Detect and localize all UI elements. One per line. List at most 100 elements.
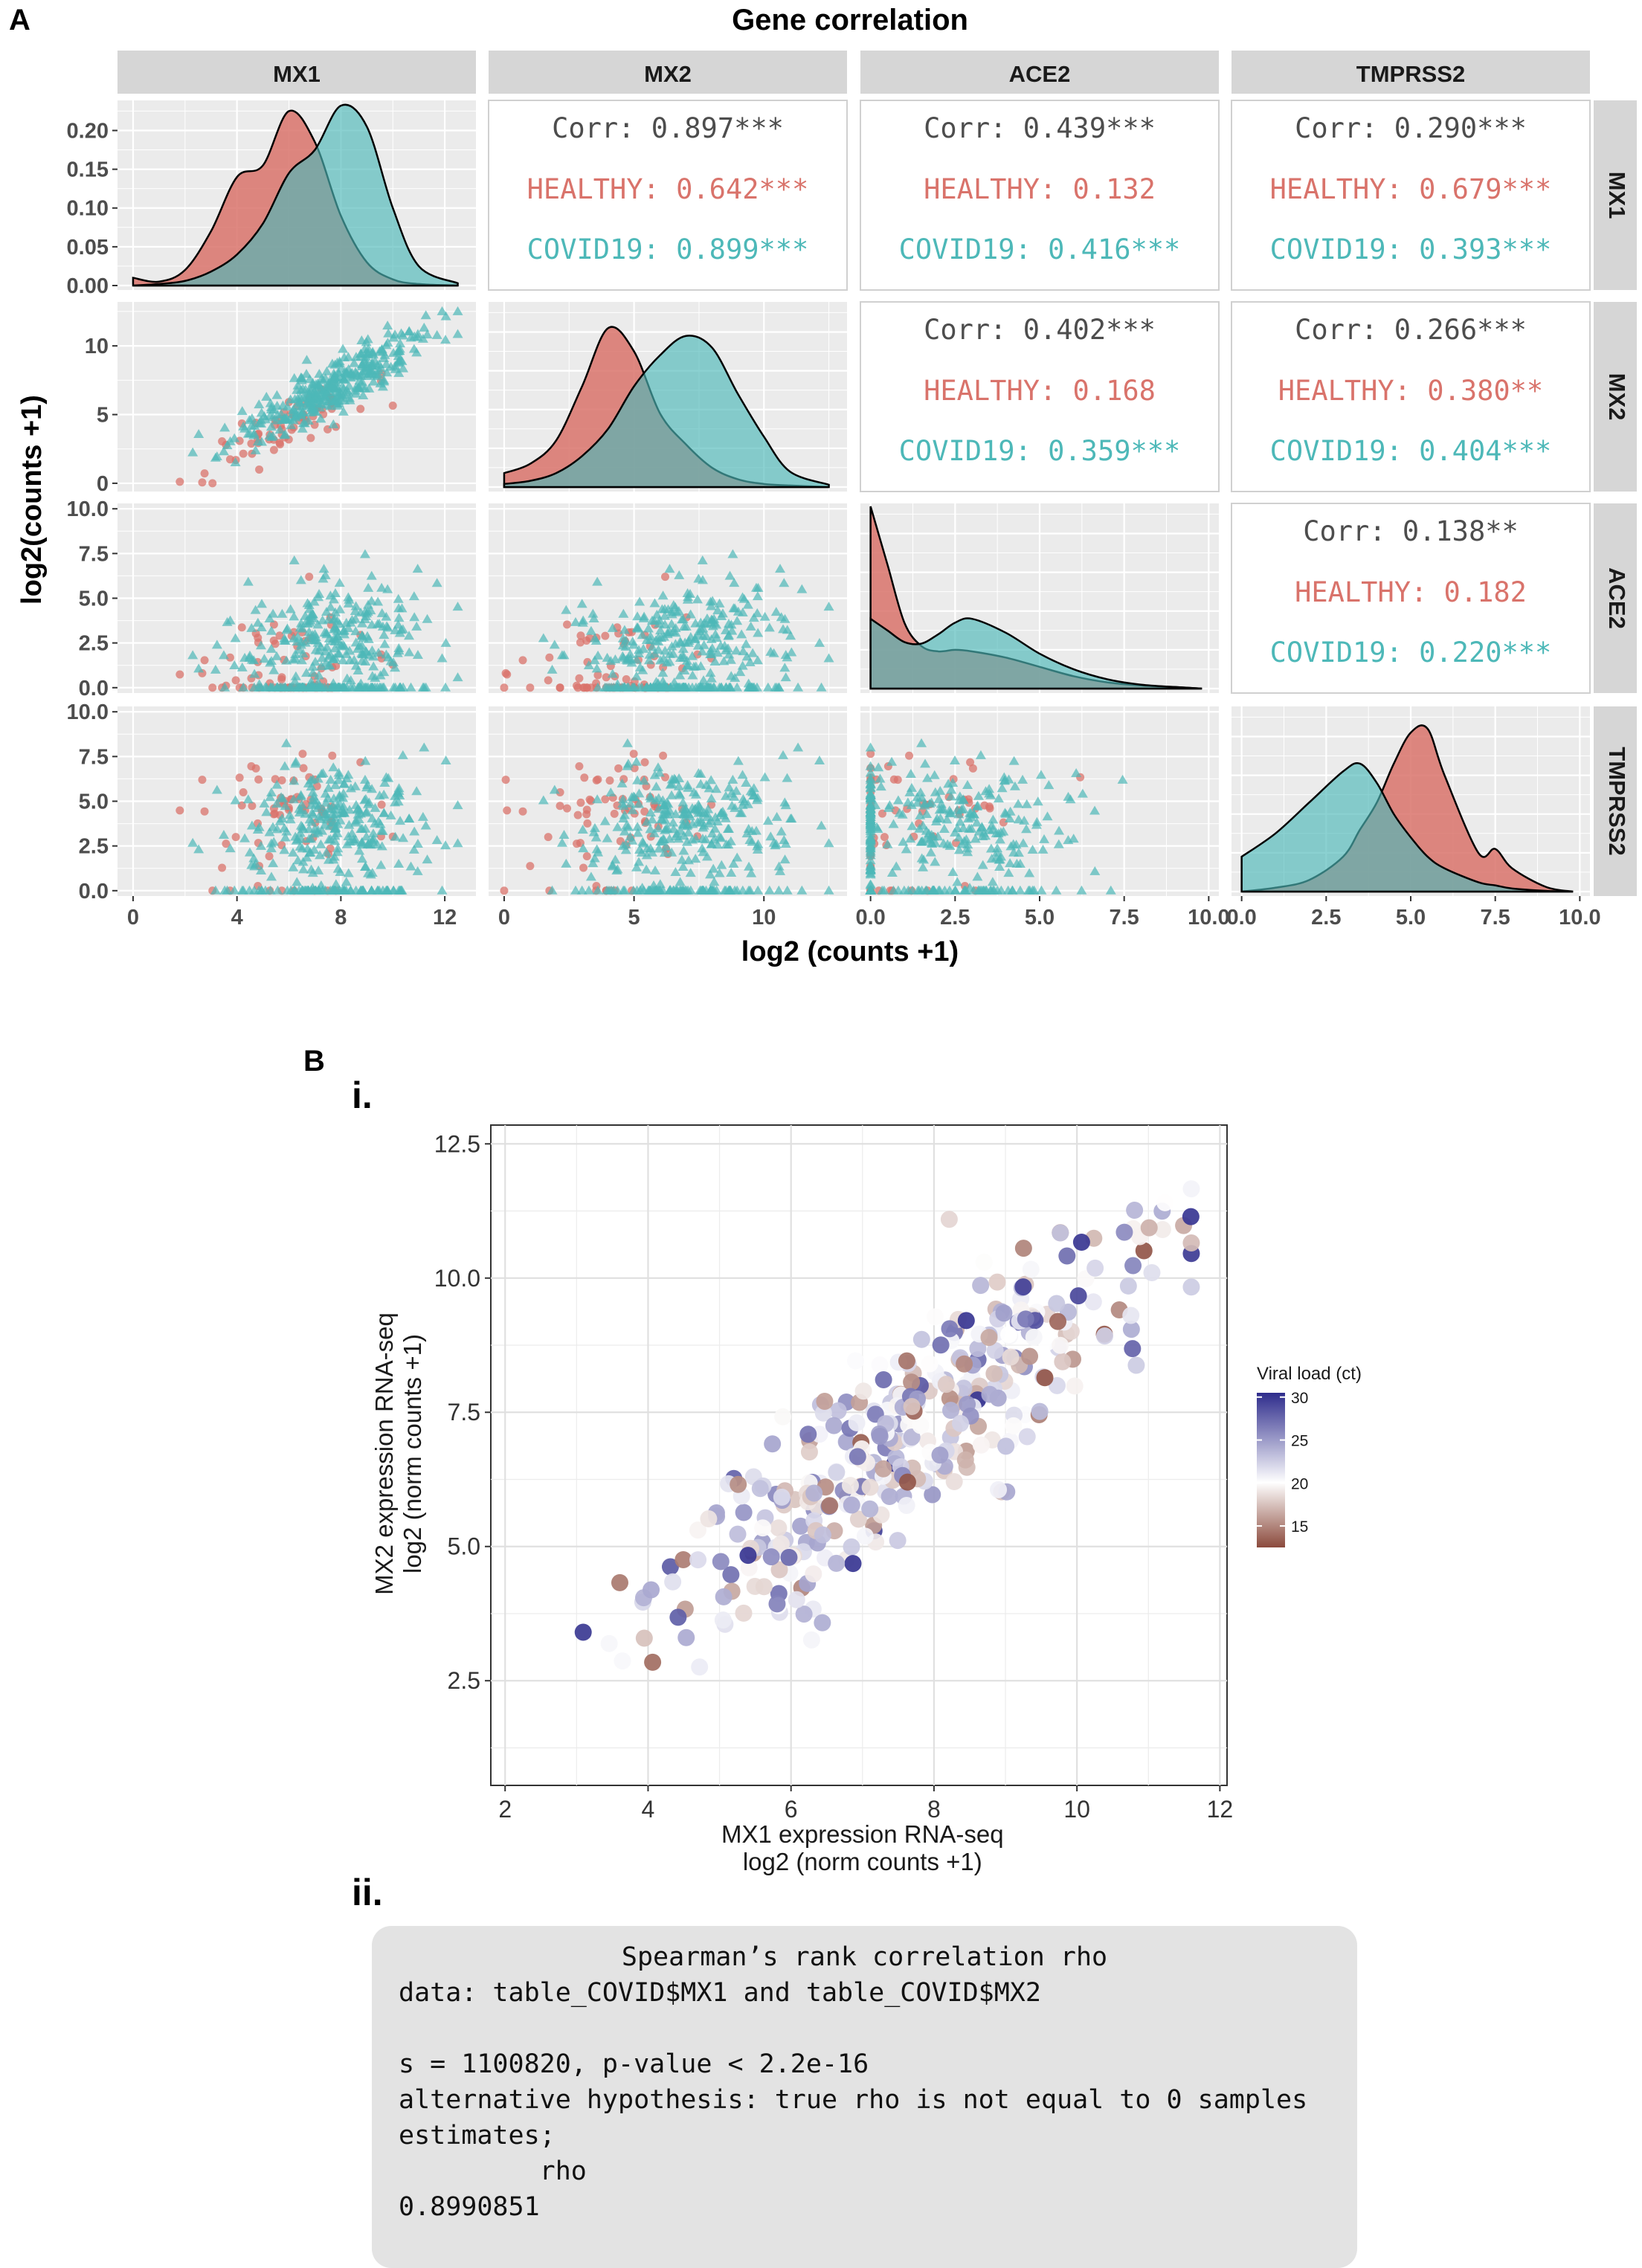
point-covid19 <box>729 578 740 587</box>
scatter-point <box>1025 1328 1043 1346</box>
point-covid19 <box>592 682 603 692</box>
scatter-point <box>1031 1402 1049 1420</box>
point-covid19 <box>324 660 335 670</box>
point-covid19 <box>350 626 361 636</box>
point-covid19 <box>674 570 685 579</box>
point-covid19 <box>359 383 370 393</box>
point-covid19 <box>193 428 205 438</box>
scatter-point <box>664 1573 682 1591</box>
scatter-point <box>988 1273 1006 1291</box>
scatter-point <box>805 1484 823 1502</box>
point-covid19 <box>647 642 658 651</box>
scatter-point <box>735 1604 753 1622</box>
point-covid19 <box>242 576 254 586</box>
point-covid19 <box>307 377 318 387</box>
scatter-point <box>957 1312 975 1330</box>
point-healthy <box>254 634 263 642</box>
point-covid19 <box>393 613 405 622</box>
point-covid19 <box>225 615 236 625</box>
scatter-point <box>843 1496 860 1514</box>
scatter-point <box>926 1308 944 1326</box>
point-covid19 <box>764 622 775 632</box>
point-covid19 <box>277 608 288 618</box>
point-healthy <box>544 676 553 685</box>
point-covid19 <box>404 631 415 640</box>
point-covid19 <box>338 383 350 393</box>
y-tick-label: 7.5 <box>448 1399 480 1425</box>
point-covid19 <box>747 648 759 657</box>
point-covid19 <box>321 366 332 376</box>
density-covid19 <box>1240 762 1574 893</box>
point-healthy <box>176 477 184 486</box>
point-covid19 <box>349 654 360 664</box>
point-covid19 <box>344 393 355 402</box>
point-covid19 <box>266 625 277 635</box>
point-covid19 <box>289 404 300 413</box>
scatter-point <box>875 1371 892 1389</box>
point-covid19 <box>265 398 276 407</box>
point-healthy <box>622 675 631 684</box>
point-covid19 <box>381 367 393 377</box>
scatter-point <box>985 1365 1003 1382</box>
x-axis-label-line2: log2 (norm counts +1) <box>743 1848 982 1875</box>
point-covid19 <box>717 608 728 618</box>
point-covid19 <box>679 666 690 675</box>
point-covid19 <box>312 387 323 397</box>
scatter-point <box>600 1634 618 1652</box>
point-covid19 <box>289 373 300 382</box>
point-covid19 <box>367 645 378 655</box>
scatter-point <box>635 1629 653 1647</box>
point-covid19 <box>685 609 696 619</box>
point-covid19 <box>395 338 406 348</box>
scatter-point <box>1182 1208 1200 1225</box>
scatter-point <box>999 1326 1017 1344</box>
point-covid19 <box>393 642 405 652</box>
scatter-point <box>921 1355 938 1373</box>
point-covid19 <box>301 369 312 378</box>
point-covid19 <box>301 616 312 625</box>
point-covid19 <box>359 614 370 624</box>
point-healthy <box>582 636 591 645</box>
scatter-point <box>712 1553 730 1570</box>
point-covid19 <box>363 344 374 353</box>
scatter-point <box>1014 1278 1032 1296</box>
point-covid19 <box>332 367 344 377</box>
point-healthy <box>660 573 669 582</box>
point-covid19 <box>360 646 371 656</box>
corr-cell <box>1231 100 1591 291</box>
scatter-point <box>788 1591 805 1608</box>
point-covid19 <box>315 642 326 651</box>
scatter-point <box>691 1658 709 1676</box>
point-covid19 <box>332 625 343 635</box>
point-covid19 <box>360 657 371 666</box>
point-covid19 <box>297 623 308 633</box>
point-covid19 <box>250 605 261 614</box>
y-tick-label: 5.0 <box>448 1533 480 1560</box>
point-healthy <box>225 653 234 662</box>
point-covid19 <box>823 653 834 663</box>
strip-top-mx1 <box>117 51 476 94</box>
point-covid19 <box>793 682 804 692</box>
point-covid19 <box>338 375 349 384</box>
point-covid19 <box>312 677 323 686</box>
point-covid19 <box>786 647 797 657</box>
corr-healthy: HEALTHY: 0.132 <box>924 173 1156 205</box>
point-covid19 <box>317 652 328 662</box>
point-covid19 <box>431 329 442 339</box>
legend-tick-label: 15 <box>1291 1518 1308 1536</box>
point-covid19 <box>440 637 451 647</box>
point-covid19 <box>366 570 377 580</box>
scatter-point <box>768 1595 786 1613</box>
legend-tick-label: 25 <box>1291 1433 1308 1450</box>
point-covid19 <box>370 672 381 682</box>
y-tick-label: 2.5 <box>448 1667 480 1694</box>
point-covid19 <box>229 660 240 670</box>
point-covid19 <box>236 406 248 416</box>
x-tick-label: 10 <box>1063 1796 1090 1823</box>
scatter-point <box>861 1500 879 1518</box>
point-covid19 <box>381 340 392 349</box>
stats-rho-label: rho <box>399 2156 587 2186</box>
scatter-point <box>1017 1310 1034 1328</box>
point-covid19 <box>452 602 463 611</box>
point-covid19 <box>658 654 669 663</box>
